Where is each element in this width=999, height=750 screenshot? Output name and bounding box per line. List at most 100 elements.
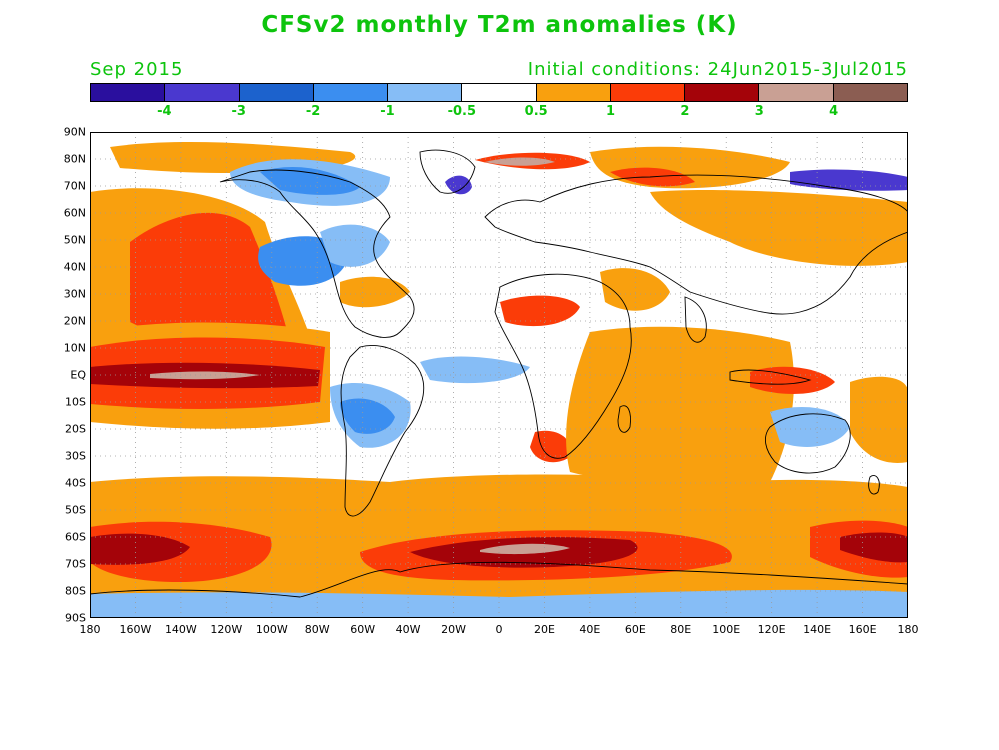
initial-conditions: Initial conditions: 24Jun2015-3Jul2015 [527,59,908,80]
latitude-label: 60S [65,530,86,544]
colorbar-swatch [239,84,314,101]
colorbar-swatch [759,84,834,101]
colorbar-swatch [165,84,240,101]
longitude-label: 100E [712,623,741,636]
colorbar-label: -0.5 [447,104,477,119]
longitude-label: 40E [579,623,601,636]
latitude-label: 60N [63,206,86,220]
anomaly-region-nw-atlantic-light [320,224,390,267]
anomaly-region-barents-strong [485,157,555,166]
longitude-label: 140W [164,623,197,636]
longitude-label: 60W [350,623,376,636]
anomaly-region-southern-ocean-core [480,543,570,555]
latitude-label: 20N [63,314,86,328]
longitude-label: 100W [255,623,288,636]
coastline-india [684,296,707,343]
colorbar-swatch [685,84,760,101]
forecast-month: Sep 2015 [90,59,184,80]
colorbar-label: 1 [606,104,616,119]
coastline-madagascar [617,405,631,433]
latitude-label: 30S [65,449,86,463]
map-frame [90,132,908,618]
anomaly-region-ross-sea-dark [840,532,908,563]
latitude-label: 20S [65,422,86,436]
colorbar-swatch [313,84,389,101]
latitude-label: 40N [63,260,86,274]
anomaly-region-maritime-warm [750,366,835,394]
longitude-label: 60E [624,623,646,636]
anomaly-fill-layer [90,142,908,618]
anomaly-region-eurasia-warm [650,190,908,266]
colorbar-swatch [462,84,537,101]
colorbar-label: 4 [829,104,839,119]
anomaly-region-atlantic-warm [340,276,410,308]
latitude-label: 50S [65,503,86,517]
longitude-label: 40W [395,623,421,636]
coastline-south-america [340,345,425,517]
longitude-label: 80E [670,623,692,636]
colorbar-label: -4 [157,104,172,119]
coastline-new-zealand [868,475,880,495]
coastline-antarctica [90,561,908,598]
anomaly-region-middle-east-warm [600,268,670,311]
anomaly-region-sahara-warm [500,295,580,327]
coastline-north-america [219,169,415,338]
map-panel [90,132,908,618]
coastline-africa [494,273,632,459]
anomaly-region-australia-cold [770,407,850,447]
anomaly-map [90,132,908,618]
anomaly-region-east-siberian-cold [790,169,908,191]
map-title: CFSv2 monthly T2m anomalies (K) [261,12,738,38]
latitude-label: 40S [65,476,86,490]
longitude-label: 80W [304,623,330,636]
anomaly-region-south-america-blue [340,398,395,434]
latitude-label: 10S [65,395,86,409]
colorbar-swatch [388,84,463,101]
coastline-eurasia [484,174,908,315]
latitude-label: 70S [65,557,86,571]
latitude-label: 30N [63,287,86,301]
colorbar-label: -3 [231,104,246,119]
colorbar-label: 2 [680,104,690,119]
coastline-greenland [419,149,476,194]
colorbar-labels: -4 -3 -2 -1 -0.5 0.5 1 2 3 4 [90,104,908,122]
coastline-indonesia [729,369,812,385]
colorbar-swatch [536,84,611,101]
longitude-label: 20W [441,623,466,636]
longitude-label: 160W [119,623,152,636]
colorbar-label: -2 [305,104,321,119]
longitude-label: 120W [210,623,243,636]
anomaly-region-ne-pacific-red [130,212,290,347]
coastlines [90,149,908,598]
latitude-label: 10N [63,341,86,355]
colorbar-swatch [91,84,166,101]
colorbar-label: 3 [754,104,764,119]
anomaly-region-antarctica-cold [90,589,908,618]
latitude-label: 80S [65,584,86,598]
anomaly-region-sw-pacific-warm [850,376,908,463]
longitude-label: 140E [803,623,832,636]
longitude-label: 0 [495,623,503,636]
latitude-label: 70N [63,179,86,193]
longitude-label: 160E [848,623,877,636]
anomaly-region-indian-ocean-warm [566,326,794,488]
colorbar-label: -1 [380,104,395,119]
longitude-label: 180 [897,623,919,636]
anomaly-region-greenland-sea-cold [445,175,472,195]
grid-lines [90,132,908,618]
colorbar [90,83,908,102]
colorbar-swatch [610,84,686,101]
colorbar-label: 0.5 [524,104,548,119]
longitude-label: 20E [533,623,555,636]
anomaly-region-canada-cold-2 [260,167,360,195]
latitude-label: EQ [70,368,86,382]
anomaly-region-south-atlantic-cold [420,356,530,384]
latitude-label: 80N [63,152,86,166]
anomaly-region-south-pacific-dark [90,533,190,565]
latitude-label: 90N [63,125,86,139]
latitude-label: 90S [65,611,86,625]
coastline-australia [764,413,851,474]
anomaly-region-south-africa-warm [530,430,571,463]
latitude-label: 50N [63,233,86,247]
longitude-label: 120E [757,623,786,636]
